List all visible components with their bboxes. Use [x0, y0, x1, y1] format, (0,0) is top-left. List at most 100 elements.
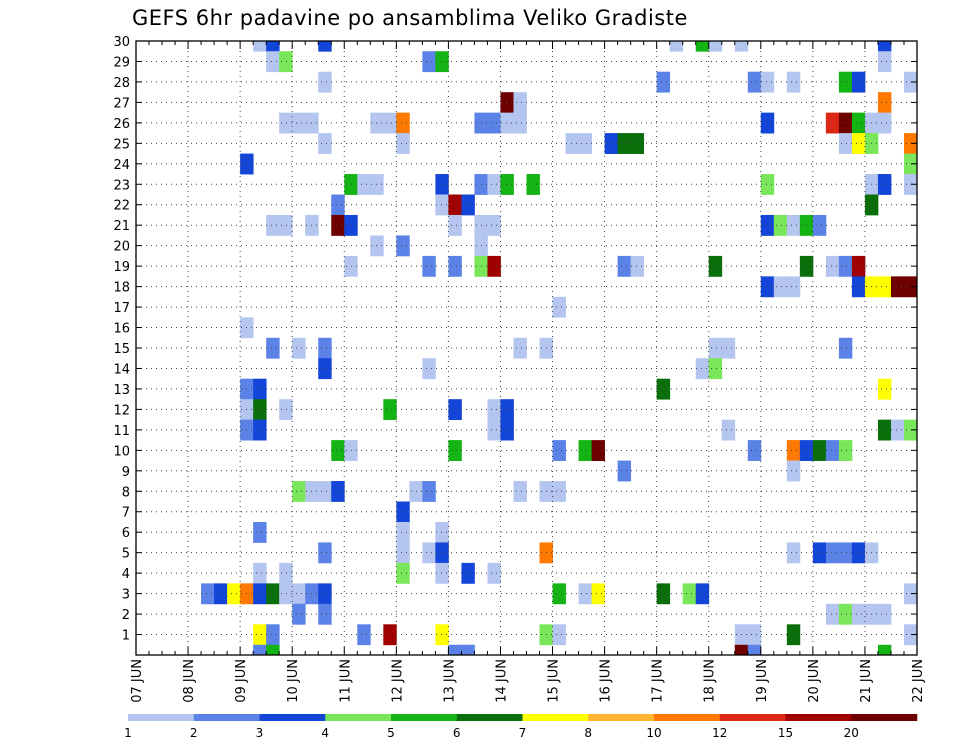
- heatmap-cell: [812, 542, 827, 564]
- y-tick-label: 15: [113, 342, 130, 357]
- heatmap-cell: [760, 276, 775, 298]
- y-tick-label: 7: [122, 506, 130, 521]
- heatmap-cell: [760, 214, 775, 236]
- x-tick-label: 12 JUN: [390, 659, 405, 703]
- heatmap-cell: [422, 481, 436, 502]
- heatmap-cell: [786, 542, 801, 564]
- y-tick-label: 12: [113, 403, 130, 418]
- heatmap-cell: [825, 112, 840, 134]
- heatmap-cell: [435, 562, 449, 584]
- heatmap-cell: [318, 71, 332, 93]
- heatmap-cell: [786, 214, 801, 236]
- heatmap-cell: [877, 378, 892, 400]
- x-tick-label: 22 JUN: [911, 659, 926, 703]
- x-tick-label: 19 JUN: [755, 659, 770, 703]
- heatmap-cell: [851, 276, 866, 298]
- heatmap-cell: [877, 51, 892, 73]
- x-tick-label: 08 JUN: [182, 659, 197, 703]
- heatmap-cell: [682, 583, 697, 605]
- heatmap-cell: [838, 71, 853, 93]
- heatmap-cell: [331, 481, 345, 502]
- heatmap-cell: [917, 420, 930, 441]
- y-tick-label: 13: [113, 383, 130, 398]
- heatmap-cell: [448, 644, 462, 655]
- heatmap-cell: [903, 174, 917, 195]
- heatmap-cell: [279, 51, 293, 73]
- heatmap-cell: [331, 214, 345, 236]
- heatmap-cell: [890, 419, 905, 441]
- heatmap-cell: [877, 112, 892, 134]
- heatmap-cell: [526, 174, 540, 195]
- heatmap-cell: [292, 603, 306, 625]
- legend-label: 1: [124, 726, 132, 740]
- heatmap-cell: [370, 112, 384, 134]
- heatmap-cell: [266, 644, 280, 655]
- heatmap-cell: [930, 440, 943, 461]
- heatmap-cell: [917, 604, 930, 625]
- heatmap-cell: [877, 174, 892, 195]
- heatmap-cell: [838, 440, 853, 461]
- y-tick-label: 5: [122, 547, 130, 562]
- grid-lines: [136, 41, 917, 655]
- heatmap-cell: [292, 583, 306, 605]
- heatmap-cell: [266, 624, 280, 646]
- legend-swatch: [391, 714, 458, 721]
- heatmap-cell: [253, 562, 267, 584]
- x-tick-label: 21 JUN: [859, 659, 874, 703]
- legend-label: 8: [584, 726, 592, 740]
- heatmap-cell: [370, 174, 384, 195]
- heatmap-cell: [344, 440, 358, 461]
- heatmap-cell: [487, 562, 501, 584]
- y-tick-label: 21: [113, 219, 130, 234]
- heatmap-cell: [448, 214, 462, 236]
- heatmap-cell: [851, 542, 866, 564]
- heatmap-cell: [253, 644, 267, 655]
- heatmap-cell: [292, 337, 306, 359]
- y-tick-label: 30: [113, 35, 130, 50]
- heatmap-cell: [383, 624, 397, 646]
- y-tick-label: 26: [113, 117, 130, 132]
- heatmap-cell: [917, 92, 930, 113]
- heatmap-cell: [917, 133, 930, 154]
- heatmap-cell: [552, 624, 566, 646]
- y-tick-label: 25: [113, 137, 130, 152]
- heatmap-cell: [825, 542, 840, 564]
- x-tick-label: 14 JUN: [494, 659, 509, 703]
- legend-label: 12: [712, 726, 727, 740]
- heatmap-cell: [930, 92, 943, 113]
- heatmap-cell: [344, 174, 358, 195]
- heatmap-cell: [552, 296, 566, 318]
- heatmap-cell: [851, 71, 866, 93]
- heatmap-cell: [253, 41, 267, 52]
- legend-swatch: [193, 714, 260, 721]
- legend-swatch: [851, 714, 918, 721]
- legend-label: 7: [519, 726, 527, 740]
- heatmap-cell: [461, 562, 475, 584]
- x-tick-label: 17 JUN: [651, 659, 666, 703]
- legend-label: 20: [844, 726, 859, 740]
- x-tick-label: 20 JUN: [807, 659, 822, 703]
- heatmap-cell: [838, 133, 853, 154]
- heatmap-cell: [318, 358, 332, 380]
- heatmap-cell: [461, 644, 475, 655]
- heatmap-cell: [917, 583, 930, 604]
- heatmap-cell: [487, 112, 501, 134]
- heatmap-cell: [266, 665, 279, 686]
- heatmap-cell: [292, 481, 306, 502]
- heatmap-cell: [656, 583, 671, 605]
- heatmap-cell: [851, 133, 866, 154]
- heatmap-cell: [383, 112, 397, 134]
- y-tick-label: 10: [113, 444, 130, 459]
- heatmap-cell: [500, 174, 514, 195]
- heatmap-cell: [903, 276, 917, 298]
- x-tick-label: 07 JUN: [130, 659, 145, 703]
- y-tick-label: 19: [113, 260, 130, 275]
- heatmap-cell: [318, 603, 332, 625]
- heatmap-cell: [487, 255, 501, 277]
- heatmap-cell: [513, 481, 527, 502]
- heatmap-cell: [487, 174, 501, 195]
- heatmap-cell: [552, 481, 566, 502]
- heatmap-cell: [838, 112, 853, 134]
- heatmap-cell: [448, 194, 462, 216]
